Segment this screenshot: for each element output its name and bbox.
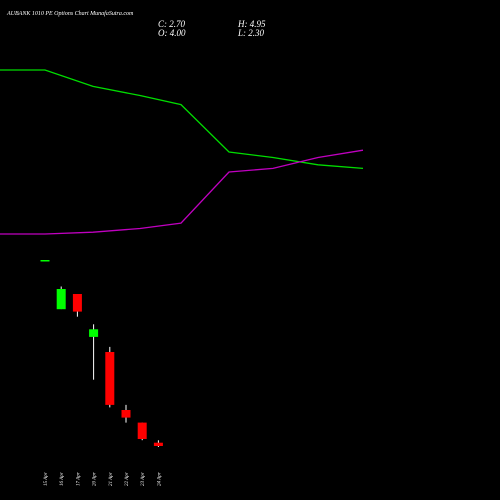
candle-body [153, 442, 163, 446]
candle-body [137, 422, 147, 439]
chart-title: AUBANK 1010 PE Options Chart MunafaSutra… [6, 10, 134, 17]
candle-body [72, 294, 82, 312]
candle-body [121, 410, 131, 418]
indicator-lines [0, 69, 364, 235]
candle-body [89, 329, 99, 337]
x-tick-label: 22 Apr [125, 472, 130, 486]
x-tick-label: 15 Apr [44, 472, 49, 486]
x-tick-label: 24 Apr [157, 472, 162, 486]
candle-body [105, 352, 115, 405]
indicator-line-1 [0, 69, 364, 170]
x-tick-label: 21 Apr [109, 472, 114, 486]
candle-body [56, 289, 66, 310]
low-label: L: 2.30 [237, 28, 265, 38]
x-tick-label: 16 Apr [60, 472, 65, 486]
candle-body [40, 260, 50, 262]
x-axis-labels: 15 Apr 16 Apr 17 Apr 20 Apr 21 Apr 22 Apr 23 A… [44, 472, 162, 486]
x-tick-label: 17 Apr [76, 472, 81, 486]
candles [40, 260, 163, 447]
x-tick-label: 23 Apr [141, 472, 146, 486]
high-label: H: 4.95 [237, 19, 266, 29]
close-label: C: 2.70 [158, 19, 186, 29]
x-tick-label: 20 Apr [93, 472, 98, 486]
indicator-line-2 [0, 149, 364, 235]
open-label: O: 4.00 [158, 28, 186, 38]
